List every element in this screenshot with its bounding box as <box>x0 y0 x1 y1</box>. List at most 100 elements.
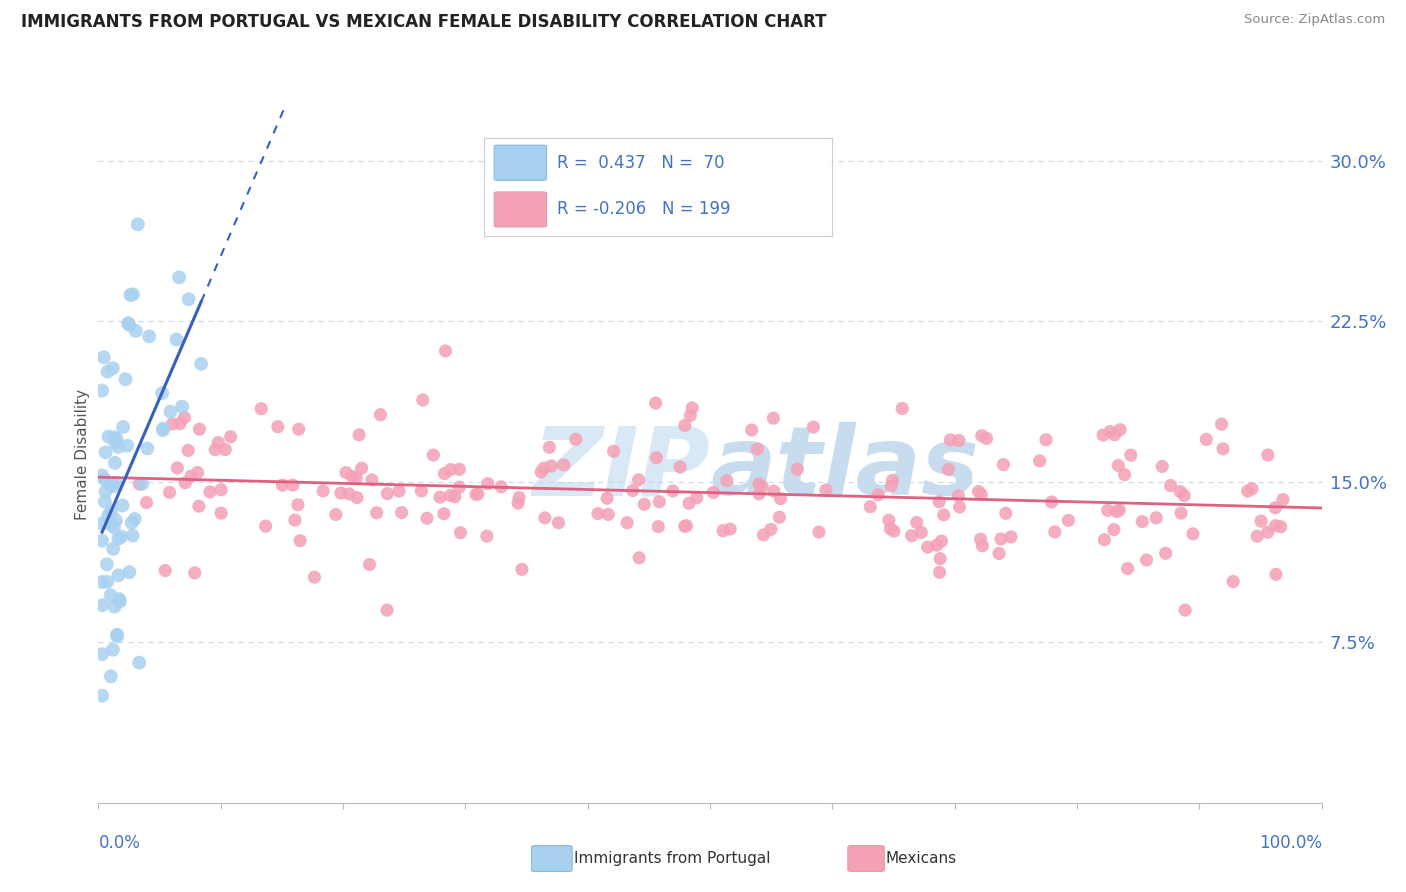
Point <box>94 445 117 459</box>
Point <box>93 351 115 365</box>
Point <box>350 461 373 475</box>
Point <box>187 466 209 480</box>
Point <box>449 525 471 540</box>
Point <box>768 510 790 524</box>
Point <box>1057 513 1080 527</box>
Point <box>388 484 411 499</box>
Point <box>1154 546 1177 560</box>
Point <box>748 476 770 491</box>
Point <box>127 218 149 232</box>
Point <box>648 495 671 509</box>
Point <box>337 487 360 501</box>
Point <box>91 689 114 703</box>
Point <box>970 428 993 442</box>
Point <box>673 418 696 433</box>
Point <box>162 417 184 431</box>
Point <box>167 270 190 285</box>
Point <box>97 365 120 379</box>
Point <box>98 478 121 492</box>
Point <box>190 357 212 371</box>
Point <box>506 496 529 510</box>
Point <box>675 518 697 533</box>
Point <box>803 420 825 434</box>
Point <box>702 485 724 500</box>
Point <box>433 507 456 521</box>
Point <box>91 533 114 548</box>
Point <box>868 488 890 502</box>
Point <box>883 524 905 538</box>
Point <box>1135 553 1157 567</box>
Text: 0.0%: 0.0% <box>98 834 141 852</box>
Point <box>433 467 456 481</box>
Text: Mexicans: Mexicans <box>886 852 957 866</box>
Point <box>103 520 125 534</box>
Point <box>1099 425 1122 439</box>
Point <box>762 484 785 499</box>
Point <box>100 588 122 602</box>
Point <box>990 532 1012 546</box>
Point <box>678 496 700 510</box>
Point <box>159 485 181 500</box>
Point <box>645 450 668 465</box>
Point <box>93 472 115 486</box>
Point <box>1170 506 1192 520</box>
Point <box>741 423 763 437</box>
Point <box>747 442 769 456</box>
Point <box>1000 530 1022 544</box>
Point <box>100 504 122 518</box>
Point <box>1222 574 1244 589</box>
Point <box>107 568 129 582</box>
Point <box>166 461 188 475</box>
Text: 100.0%: 100.0% <box>1258 834 1322 852</box>
Point <box>948 489 970 503</box>
Point <box>1270 519 1292 533</box>
Point <box>177 443 200 458</box>
Point <box>152 422 174 436</box>
Point <box>1212 442 1234 456</box>
Point <box>449 462 471 476</box>
Point <box>530 465 553 479</box>
Point <box>1181 526 1204 541</box>
Point <box>135 495 157 509</box>
Point <box>187 499 209 513</box>
Point <box>159 405 181 419</box>
Point <box>662 483 685 498</box>
Point <box>993 458 1015 472</box>
Point <box>96 558 118 572</box>
Point <box>1152 459 1174 474</box>
Point <box>219 430 242 444</box>
Point <box>377 486 399 500</box>
Point <box>564 432 586 446</box>
Point <box>769 491 792 506</box>
Point <box>1160 478 1182 492</box>
Point <box>1130 515 1153 529</box>
Point <box>443 490 465 504</box>
Point <box>1094 533 1116 547</box>
Point <box>931 534 953 549</box>
Point <box>586 507 609 521</box>
Point <box>325 508 347 522</box>
Point <box>948 500 970 514</box>
Point <box>100 669 122 683</box>
Point <box>174 475 197 490</box>
Point <box>1250 514 1272 528</box>
Point <box>627 473 650 487</box>
Point <box>762 411 785 425</box>
Point <box>391 506 413 520</box>
Point <box>879 522 901 536</box>
Point <box>105 629 128 643</box>
Point <box>533 511 555 525</box>
Point <box>859 500 882 514</box>
Point <box>108 592 131 607</box>
Point <box>118 565 141 579</box>
Point <box>312 483 335 498</box>
Point <box>1257 525 1279 540</box>
Point <box>976 432 998 446</box>
Point <box>1195 433 1218 447</box>
Point <box>686 491 709 505</box>
Point <box>988 546 1011 560</box>
Point <box>967 484 990 499</box>
Point <box>449 480 471 494</box>
Point <box>91 647 114 661</box>
Point <box>616 516 638 530</box>
